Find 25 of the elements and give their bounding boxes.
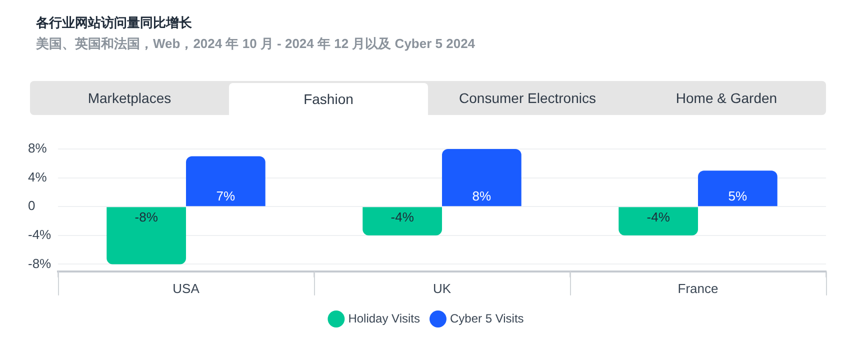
bar (362, 207, 442, 236)
data-label: -4% (390, 210, 414, 225)
data-label: 7% (216, 188, 236, 204)
y-tick-label: 8% (28, 140, 48, 156)
legend-label: Holiday Visits (348, 311, 420, 326)
bar (106, 207, 186, 264)
data-label: -4% (646, 210, 670, 225)
legend-label: Cyber 5 Visits (450, 311, 524, 326)
data-label: 5% (728, 188, 748, 204)
chart-title: 各行业网站访问量同比增长 (36, 14, 192, 32)
data-label: 8% (472, 188, 492, 204)
y-tick-label: -4% (28, 226, 52, 242)
bar (618, 207, 698, 236)
chart-subtitle: 美国、英国和法国，Web，2024 年 10 月 - 2024 年 12 月以及 Cyber 5 2024 (36, 35, 476, 53)
bar (442, 149, 522, 206)
y-tick-label: 4% (28, 169, 48, 184)
y-tick-label: 0 (28, 198, 36, 214)
x-tick-label: UK (432, 280, 452, 296)
tab-bar: Marketplaces Fashion Consumer Electronics Home & Garden (30, 81, 826, 115)
bar (698, 170, 778, 206)
data-label: -8% (134, 210, 158, 225)
x-tick-label: France (678, 280, 718, 296)
y-tick-label: -8% (28, 256, 52, 271)
x-tick-label: USA (172, 280, 200, 296)
bar (186, 156, 266, 206)
